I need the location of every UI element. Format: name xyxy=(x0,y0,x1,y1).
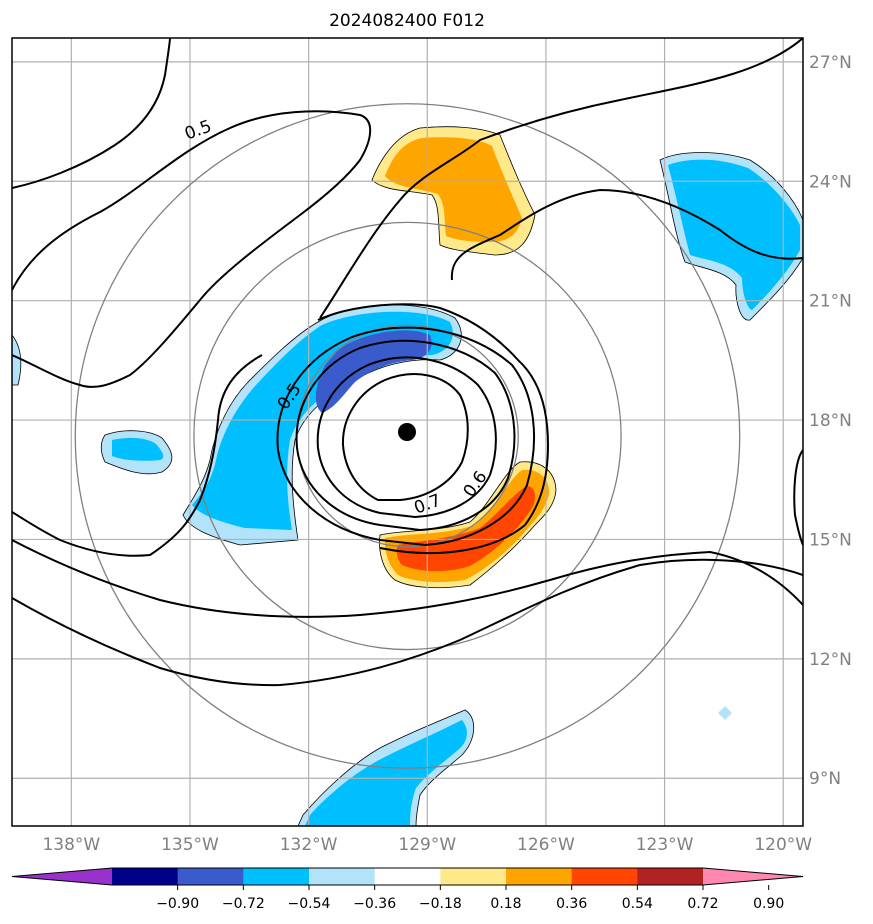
contour-0.7-inner xyxy=(341,373,469,501)
lon-tick-label: 138°W xyxy=(42,835,100,855)
colorbar-segment xyxy=(243,868,310,885)
colorbar-tick-label: −0.90 xyxy=(156,896,199,912)
gridlines xyxy=(12,38,803,826)
colorbar-tick-label: 0.72 xyxy=(687,896,718,912)
shade-light-blue-dot xyxy=(718,706,732,720)
shaded-fields xyxy=(12,126,803,826)
colorbar-extend-high xyxy=(703,868,803,885)
colorbar-tick-label: −0.18 xyxy=(419,896,462,912)
contour-ring-2 xyxy=(316,356,497,519)
colorbar: −0.90 −0.72 −0.54 −0.36 −0.18 0.18 0.36 0.54 0.7… xyxy=(11,867,804,912)
shade-blue-west xyxy=(192,311,453,530)
colorbar-segment xyxy=(374,868,441,885)
range-ring xyxy=(193,221,622,651)
lat-tick-label: 15°N xyxy=(809,530,852,550)
chart-title: 2024082400 F012 xyxy=(329,11,485,31)
colorbar-segment xyxy=(440,868,507,885)
contour-0.6 xyxy=(319,38,803,319)
colorbar-extend-low xyxy=(12,868,112,885)
contour-south-2 xyxy=(12,558,803,687)
lon-tick-label: 123°W xyxy=(636,835,694,855)
lat-tick-label: 12°N xyxy=(809,650,852,670)
colorbar-tick-label: 0.36 xyxy=(556,896,587,912)
colorbar-outline xyxy=(11,867,804,886)
colorbar-tick-label: 0.90 xyxy=(753,896,784,912)
colorbar-segment xyxy=(506,868,573,885)
shade-blue-south xyxy=(305,720,467,826)
contour-label-text: 0.6 xyxy=(460,467,492,501)
contour-south-1 xyxy=(12,539,803,618)
map-frame xyxy=(11,37,804,827)
colorbar-segment xyxy=(309,868,376,885)
contour-0.5-top xyxy=(12,38,171,189)
colorbar-segment xyxy=(177,868,244,885)
map-panel: 0.50.50.60.7 xyxy=(12,38,803,826)
lon-tick-label: 126°W xyxy=(517,835,575,855)
range-ring xyxy=(74,103,741,769)
contour-lines xyxy=(12,38,803,687)
shade-red-se xyxy=(396,486,535,572)
storm-center-marker xyxy=(398,423,416,441)
lon-tick-label: 129°W xyxy=(398,835,456,855)
colorbar-segment xyxy=(637,868,704,885)
contour-0.5-loop xyxy=(12,354,263,557)
colorbar-tick-label: 0.18 xyxy=(490,896,521,912)
contour-label: 0.5 xyxy=(182,116,214,144)
contour-ring-4 xyxy=(276,326,535,547)
shade-light-blue-edge xyxy=(12,334,22,386)
shade-blue-w-small xyxy=(112,437,164,461)
contour-ring-3 xyxy=(295,339,516,532)
contour-east xyxy=(793,449,803,546)
lon-tick-label: 132°W xyxy=(280,835,338,855)
shade-blue-ne xyxy=(668,159,800,310)
lat-tick-label: 27°N xyxy=(809,53,852,73)
contour-label: 0.6 xyxy=(460,467,492,501)
lon-tick-label: 135°W xyxy=(161,835,219,855)
colorbar-tick-label: −0.72 xyxy=(222,896,265,912)
lon-tick-labels: 138°W 135°W 132°W 129°W 126°W 123°W 120°W xyxy=(42,835,812,855)
colorbar-tick-label: −0.54 xyxy=(288,896,331,912)
contour-0.5-big xyxy=(12,110,372,388)
colorbar-segment xyxy=(571,868,638,885)
lat-tick-labels: 27°N 24°N 21°N 18°N 15°N 12°N 9°N xyxy=(809,53,852,789)
colorbar-tick-label: −0.36 xyxy=(353,896,396,912)
lon-tick-label: 120°W xyxy=(754,835,812,855)
colorbar-segment xyxy=(112,868,179,885)
shade-darkblue-core xyxy=(315,330,432,413)
lat-tick-label: 24°N xyxy=(809,172,852,192)
contour-0.6-b xyxy=(450,188,803,281)
lat-tick-label: 18°N xyxy=(809,411,852,431)
contour-0.6-right xyxy=(317,303,550,555)
shade-orange-north xyxy=(385,137,522,242)
lat-tick-label: 21°N xyxy=(809,292,852,312)
lat-tick-label: 9°N xyxy=(809,769,841,789)
colorbar-tick-label: 0.54 xyxy=(622,896,653,912)
